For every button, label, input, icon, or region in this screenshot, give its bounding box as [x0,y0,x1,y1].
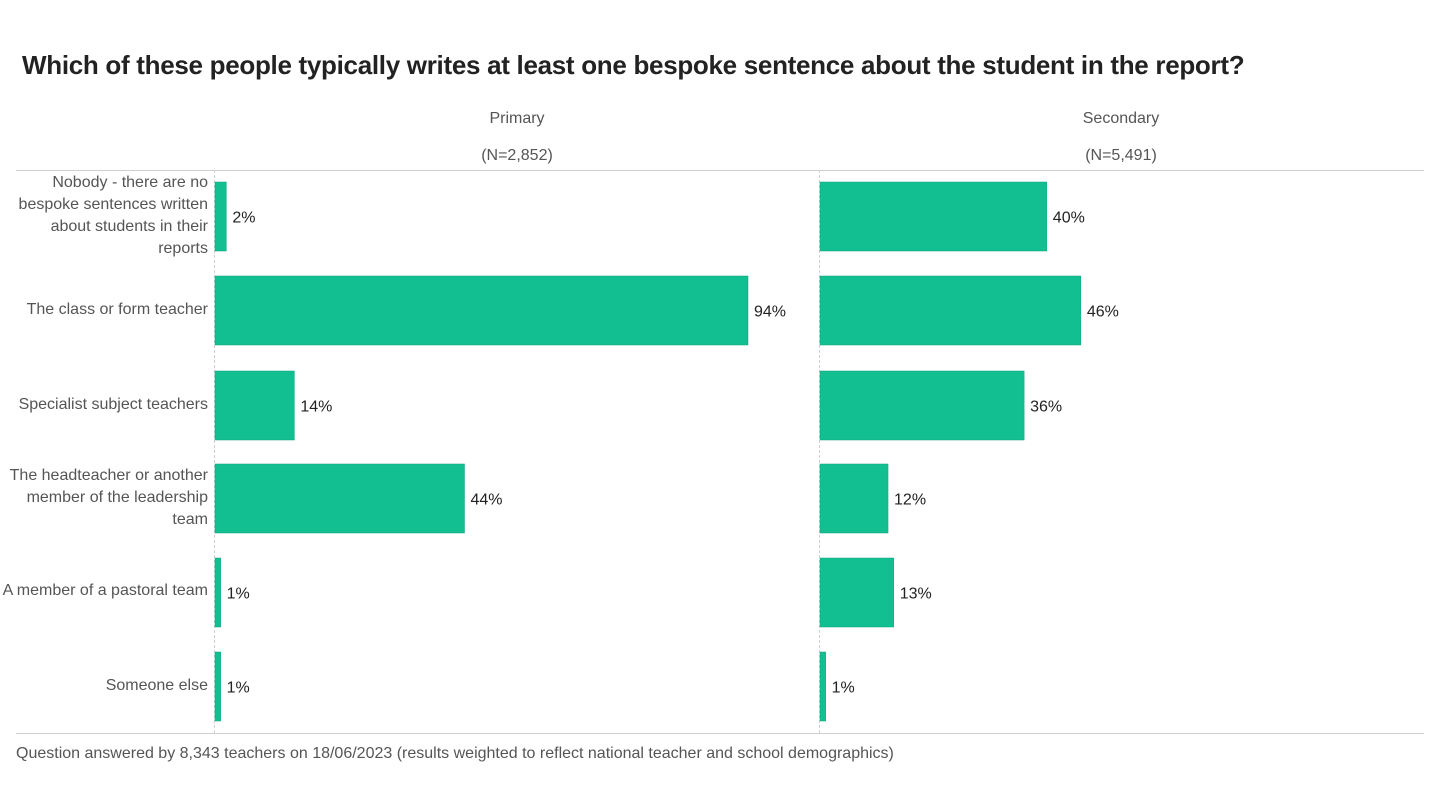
value-label-primary-3: 44% [470,492,502,509]
bar-secondary-4 [819,557,894,628]
bar-primary-0 [214,181,227,252]
category-label-class-teacher: The class or form teacher [26,301,208,318]
category-label-leadership: The headteacher or another member of the… [9,467,208,528]
secondary-axis-line [819,170,820,733]
panel-title-secondary: Secondary [1082,110,1160,127]
bar-primary-2 [214,370,295,441]
category-label-pastoral: A member of a pastoral team [2,582,208,599]
value-label-primary-4: 1% [227,586,250,603]
bar-secondary-2 [819,370,1025,441]
value-label-secondary-0: 40% [1053,210,1085,227]
value-label-primary-1: 94% [754,304,786,321]
category-label-nobody: Nobody - there are no bespoke sentences … [18,174,208,257]
bar-secondary-0 [819,181,1048,252]
bar-primary-4 [214,557,221,628]
panel-n-primary: (N=2,852) [481,147,553,164]
bar-primary-5 [214,651,221,722]
category-label-specialist: Specialist subject teachers [18,396,208,413]
primary-axis-line [214,170,215,733]
value-label-primary-0: 2% [232,210,255,227]
bar-primary-1 [214,275,749,346]
value-label-secondary-3: 12% [894,492,926,509]
bar-secondary-5 [819,651,826,722]
panel-title-primary: Primary [489,110,545,127]
chart-title: Which of these people typically writes a… [22,50,1245,80]
top-divider [16,170,1424,171]
value-label-primary-2: 14% [300,399,332,416]
bar-secondary-3 [819,463,889,534]
bar-secondary-1 [819,275,1082,346]
bottom-divider [16,733,1424,734]
value-label-secondary-4: 13% [900,586,932,603]
bar-primary-3 [214,463,465,534]
value-label-secondary-5: 1% [832,680,855,697]
value-label-secondary-1: 46% [1087,304,1119,321]
panel-n-secondary: (N=5,491) [1085,147,1157,164]
footnote: Question answered by 8,343 teachers on 1… [16,745,894,762]
category-label-someone-else: Someone else [105,677,208,694]
value-label-secondary-2: 36% [1030,399,1062,416]
value-label-primary-5: 1% [227,680,250,697]
